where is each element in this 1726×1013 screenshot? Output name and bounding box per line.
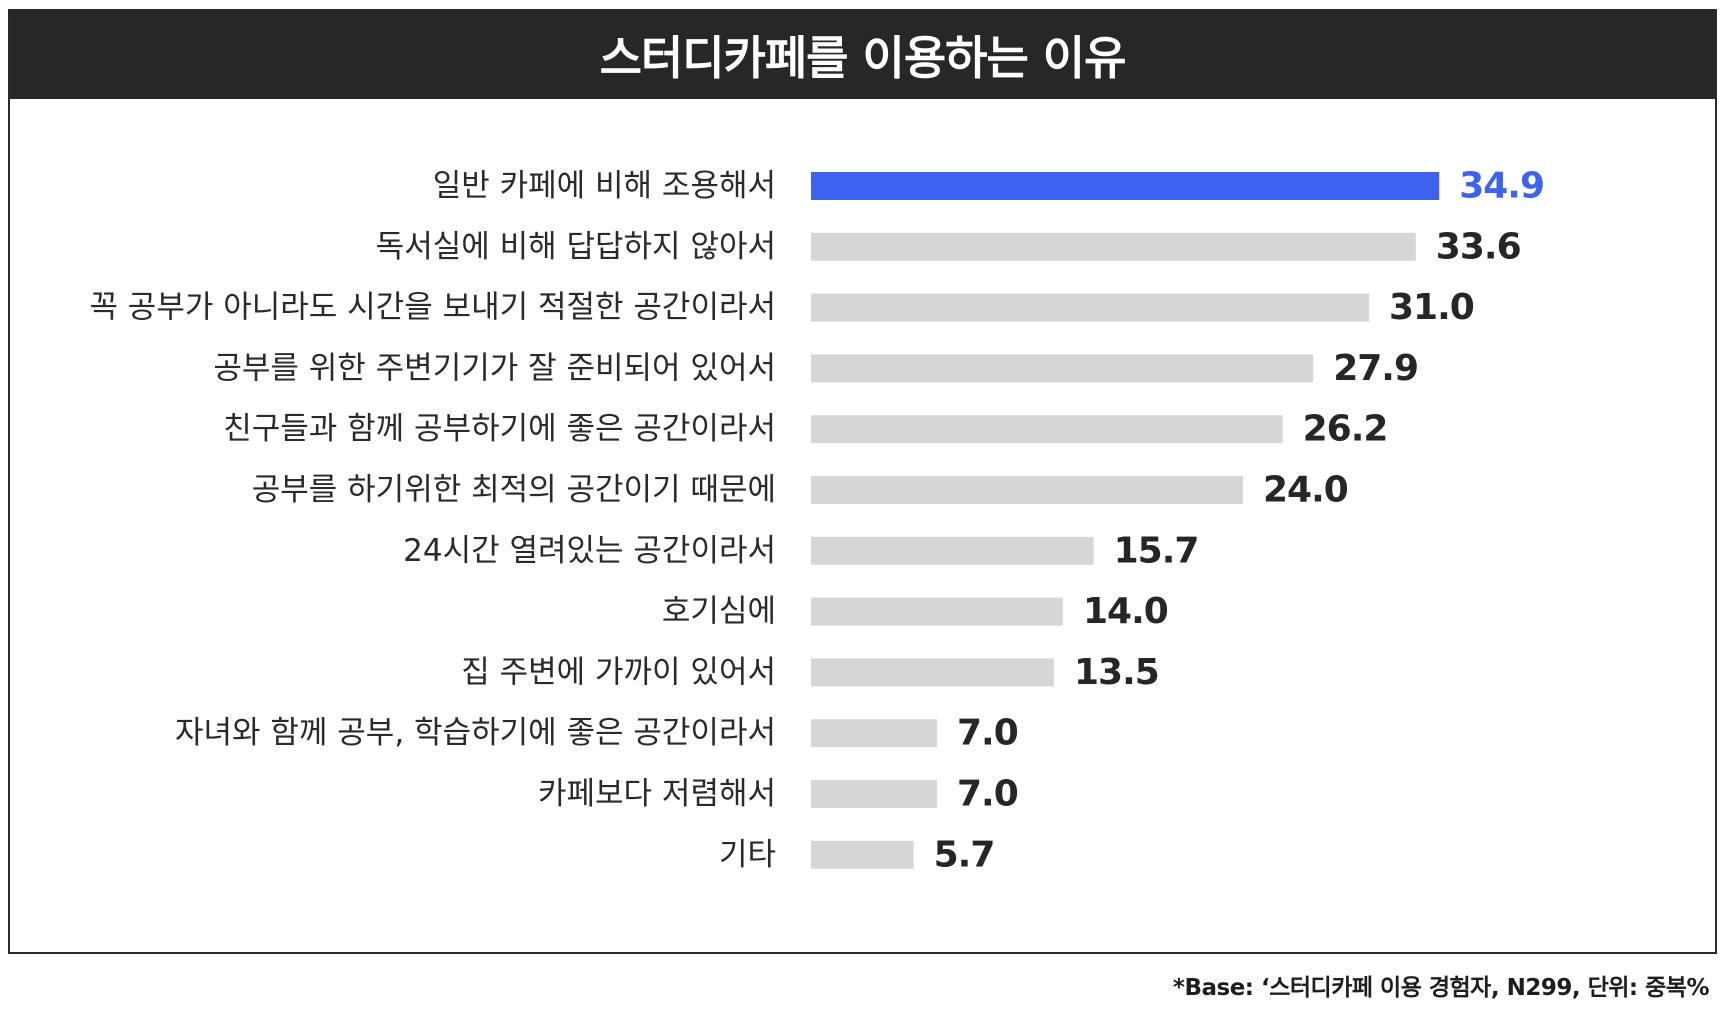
category-label: 기타 xyxy=(719,837,776,873)
value-label: 5.7 xyxy=(934,834,995,875)
value-label: 34.9 xyxy=(1459,166,1544,207)
value-label: 31.0 xyxy=(1389,287,1474,328)
bar xyxy=(811,476,1243,504)
value-label: 7.0 xyxy=(957,713,1018,754)
value-label: 15.7 xyxy=(1114,530,1199,571)
category-label: 카페보다 저렴해서 xyxy=(538,776,776,812)
bar xyxy=(811,354,1314,383)
base-footnote: *Base: ‘스터디카페 이용 경험자, N299, 단위: 중복% xyxy=(1172,975,1710,1001)
bar xyxy=(811,536,1094,565)
bar xyxy=(811,415,1283,444)
bar xyxy=(811,780,937,808)
bar xyxy=(811,293,1369,322)
value-label: 14.0 xyxy=(1083,591,1168,632)
category-label: 자녀와 함께 공부, 학습하기에 좋은 공간이라서 xyxy=(175,715,776,751)
chart-title: 스터디카페를 이용하는 이유 xyxy=(599,31,1127,85)
value-label: 24.0 xyxy=(1263,470,1348,511)
category-label: 24시간 열려있는 공간이라서 xyxy=(403,533,776,569)
category-label: 집 주변에 가까이 있어서 xyxy=(461,654,776,690)
value-label: 13.5 xyxy=(1074,652,1159,693)
category-label: 독서실에 비해 답답하지 않아서 xyxy=(376,229,776,265)
bar xyxy=(811,597,1063,626)
value-label: 33.6 xyxy=(1436,226,1521,267)
bar xyxy=(811,719,937,748)
category-label: 친구들과 함께 공부하기에 좋은 공간이라서 xyxy=(223,411,776,447)
category-label: 일반 카페에 비해 조용해서 xyxy=(433,168,776,204)
chart-frame: 스터디카페를 이용하는 이유 xyxy=(8,9,1717,954)
bar xyxy=(811,232,1416,261)
category-label: 호기심에 xyxy=(662,594,776,630)
category-label: 꼭 공부가 아니라도 시간을 보내기 적절한 공간이라서 xyxy=(89,290,776,326)
bar xyxy=(811,840,914,869)
value-label: 26.2 xyxy=(1303,409,1388,450)
value-label: 7.0 xyxy=(957,774,1018,815)
category-label: 공부를 위한 주변기기가 잘 준비되어 있어서 xyxy=(213,350,776,386)
title-bar: 스터디카페를 이용하는 이유 xyxy=(10,11,1715,99)
bar xyxy=(811,658,1054,687)
category-label: 공부를 하기위한 최적의 공간이기 때문에 xyxy=(252,472,776,508)
value-label: 27.9 xyxy=(1333,348,1418,389)
bar xyxy=(811,172,1440,200)
